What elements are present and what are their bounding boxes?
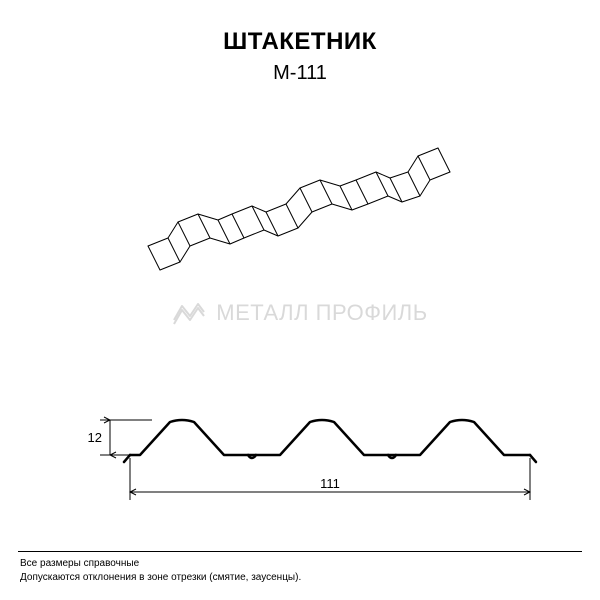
isometric-drawing: [0, 120, 600, 320]
isometric-svg: [130, 120, 470, 300]
profile-drawing: 111 12: [0, 400, 600, 540]
footnotes: Все размеры справочные Допускаются откло…: [20, 557, 580, 584]
width-dimension-label: 111: [320, 476, 340, 491]
footnote-line-1: Все размеры справочные: [20, 557, 580, 571]
footer-divider: [18, 551, 582, 552]
footnote-line-2: Допускаются отклонения в зоне отрезки (с…: [20, 571, 580, 585]
height-dimension-label: 12: [88, 430, 102, 445]
profile-svg: 111 12: [40, 400, 560, 530]
model-number: М-111: [0, 62, 600, 85]
title-block: ШТАКЕТНИК М-111: [0, 0, 600, 85]
page-title: ШТАКЕТНИК: [0, 28, 600, 56]
